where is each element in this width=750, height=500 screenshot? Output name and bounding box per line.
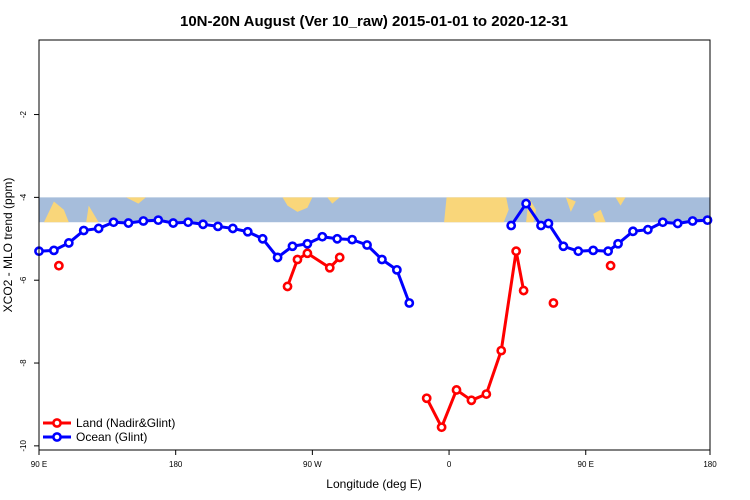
data-point [521,198,531,209]
legend-label: Ocean (Glint) [76,430,147,444]
x-axis-ticks: 90 E 180 90 W 0 90 E 180 [31,450,717,469]
series-line [38,218,411,304]
map-land-shape [327,197,340,204]
map-land-shape [565,197,576,212]
data-point [227,223,238,234]
data-point [702,215,713,226]
data-point [511,246,522,257]
data-point [287,241,298,252]
data-point [362,240,372,250]
series-land [53,246,616,433]
map-land-shape [282,197,313,212]
map-land-shape [588,197,606,223]
legend-label: Land (Nadir&Glint) [76,416,175,430]
y-tick-label: -6 [19,276,28,284]
data-point [404,298,415,308]
data-point [317,231,328,242]
data-point [466,395,477,406]
data-point [282,281,293,292]
world-map-strip [39,197,710,223]
y-axis-ticks: -2 -4 -6 -8 -10 [19,110,39,452]
y-tick-label: -10 [19,440,28,452]
data-point [548,298,559,308]
legend-marker [52,418,62,428]
x-tick-label: 180 [703,460,717,469]
y-tick-label: -8 [19,359,28,367]
data-point [78,225,89,236]
map-land-shape [444,197,509,223]
map-land-shape [125,197,146,204]
data-point [436,422,447,433]
data-point [536,220,546,231]
data-point [63,238,74,248]
x-tick-label: 180 [169,460,183,469]
data-point [49,245,59,256]
data-point [292,254,303,265]
legend-marker [52,432,62,442]
plot-frame [38,39,711,451]
data-point [672,218,683,229]
data-point [451,385,462,395]
x-axis-label: Longitude (deg E) [326,477,421,491]
data-point [506,220,517,231]
x-tick-label: 0 [447,460,452,469]
data-point [518,285,529,296]
data-point [628,226,638,237]
data-point [558,241,569,252]
data-point [687,216,698,226]
data-point [108,217,119,228]
data-point [53,260,64,271]
data-point [138,216,149,226]
data-point [543,218,554,229]
data-point [168,218,179,228]
legend: Land (Nadir&Glint)Ocean (Glint) [43,416,175,444]
map-land-shape [615,197,626,206]
data-point [642,224,653,235]
map-land-shape [86,205,99,223]
data-point [347,234,358,245]
y-axis-label: XCO2 - MLO trend (ppm) [1,178,15,313]
series-ocean [34,198,713,308]
data-point [272,252,283,263]
data-point [302,248,313,259]
data-point [605,260,616,271]
data-point [93,223,104,234]
data-point [242,226,253,237]
data-point [213,221,223,232]
map-land-shape [43,201,69,223]
data-point [153,215,164,226]
data-point [183,217,194,228]
data-point [257,233,268,244]
data-point [332,233,343,244]
data-point [613,238,623,249]
plot-data [34,198,713,433]
data-point [198,219,208,230]
x-tick-label: 90 E [31,460,47,469]
series-line [425,249,526,429]
data-point [391,264,402,275]
y-tick-label: -2 [19,110,28,118]
x-tick-label: 90 W [303,460,322,469]
data-point [496,345,507,356]
data-point [481,389,492,399]
data-point [657,217,668,228]
data-point [123,218,134,228]
y-tick-label: -4 [19,193,28,201]
data-point [573,246,584,257]
data-point [334,252,345,263]
data-point [302,238,313,249]
data-point [421,393,432,404]
data-point [588,245,599,256]
data-point [377,254,387,265]
data-point [603,246,614,257]
chart-title: 10N-20N August (Ver 10_raw) 2015-01-01 t… [180,13,568,30]
x-tick-label: 90 E [578,460,594,469]
data-point [324,262,335,273]
